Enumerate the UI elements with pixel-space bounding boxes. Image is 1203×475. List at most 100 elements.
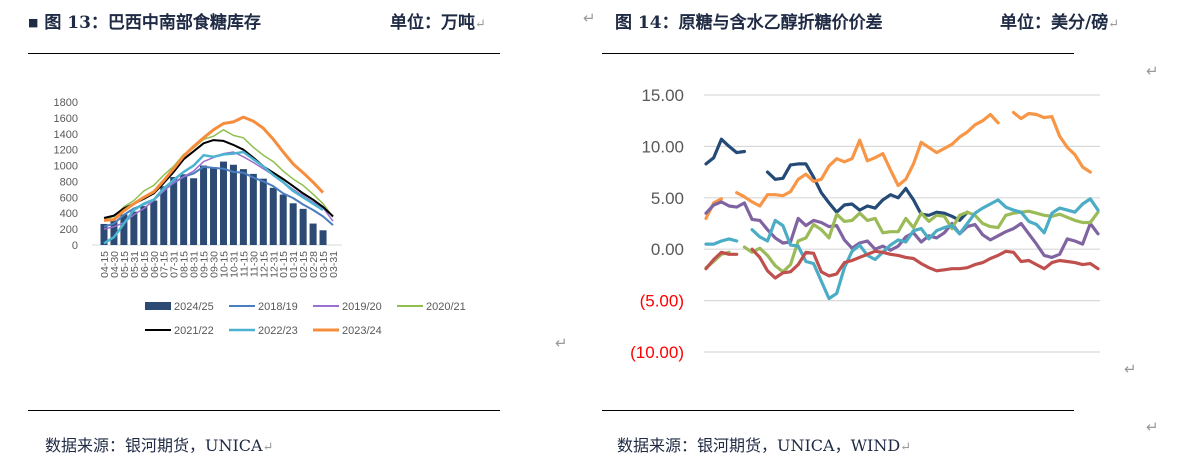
right-chart-svg: 15.00 10.00 5.00 0.00 (5.00) (10.00) [630,86,1100,362]
bar-06-30 [150,200,158,245]
left-unit-text: 单位：万吨 [390,13,475,33]
bar-11-15 [239,169,247,245]
legend-swatch [145,302,171,310]
bar-02-28 [309,223,317,245]
x-tick-label: 04-15 [99,251,111,278]
bar-03-15 [319,230,327,245]
return-mark-icon: ↵ [900,440,912,455]
series-teal-line [704,197,1100,301]
y-tick-label: 0 [72,240,78,252]
y-tick-label: 800 [60,176,78,188]
legend-label: 2023/24 [342,325,382,337]
bar-05-15 [120,214,128,245]
x-tick-label: 06-30 [149,251,161,278]
x-tick-label: 10-31 [228,251,240,278]
return-mark-icon: ↵ [1146,62,1159,80]
bar-01-15 [279,194,287,245]
x-tick-label: 03-15 [318,251,330,278]
y-tick-label: 15.00 [641,86,684,105]
y-tick-label: (10.00) [630,343,684,362]
bar-11-30 [249,173,257,245]
right-lines [704,110,1100,301]
x-tick-label: 07-31 [169,251,181,278]
x-tick-label: 03-31 [328,251,340,278]
x-tick-label: 08-15 [179,251,191,278]
bar-04-15 [100,223,108,245]
series-navy-line [704,137,969,222]
bullet-icon: ■ [28,16,39,29]
right-top-rule [602,53,1074,54]
left-top-rule [28,53,500,54]
bar-12-15 [259,178,267,245]
return-mark-icon: ↵ [262,440,274,455]
y-tick-label: 1200 [54,145,78,157]
bar-07-31 [170,177,178,245]
left-data-source: 数据来源：银河期货，UNICA↵ [45,432,274,456]
return-mark-icon: ↵ [583,9,596,27]
right-y-axis: 15.00 10.00 5.00 0.00 (5.00) (10.00) [630,86,684,362]
right-unit-text: 单位：美分/磅 [1000,13,1109,33]
legend-label: 2024/25 [174,301,214,313]
left-chart-unit: 单位：万吨↵ [390,8,486,33]
y-tick-label: 200 [60,224,78,236]
x-tick-label: 10-15 [218,251,230,278]
line-2023-24 [103,115,325,222]
bar-05-31 [130,211,138,245]
legend-label: 2018/19 [258,301,298,313]
bar-01-31 [289,203,297,245]
x-tick-label: 12-15 [258,251,270,278]
series-red-line [704,247,1100,280]
y-tick-label: 1000 [54,161,78,173]
right-source-text: 数据来源：银河期货，UNICA，WIND [617,436,901,455]
left-bottom-rule [28,410,500,411]
bar-06-15 [140,206,148,245]
return-mark-icon: ↵ [1146,418,1159,436]
x-tick-label: 11-15 [238,251,250,277]
legend-label: 2020/21 [426,301,466,313]
left-lines [103,115,334,245]
left-source-text: 数据来源：银河期货，UNICA [45,436,263,455]
return-mark-icon: ↵ [1124,360,1137,378]
bar-12-31 [269,187,277,245]
legend-label: 2021/22 [174,325,214,337]
x-tick-label: 05-15 [119,251,131,278]
x-tick-label: 11-30 [248,251,260,277]
legend-label: 2019/20 [342,301,382,313]
y-tick-label: 1600 [54,113,78,125]
y-tick-label: 600 [60,192,78,204]
bar-04-30 [110,220,118,245]
line-2020-21 [103,129,334,221]
x-tick-label: 01-31 [288,251,300,278]
x-tick-label: 02-15 [298,251,310,278]
bar-08-31 [190,178,198,245]
y-tick-label: 1800 [54,97,78,109]
bar-02-15 [299,208,307,245]
y-tick-label: 5.00 [651,189,684,208]
left-title-text: 图 13：巴西中南部食糖库存 [44,13,261,33]
line-2022-23 [103,150,324,245]
right-grid [704,94,1100,353]
bar-10-31 [229,164,237,245]
bar-08-15 [180,174,188,245]
x-tick-label: 12-31 [268,251,280,278]
y-tick-label: 1400 [54,129,78,141]
bar-07-15 [160,186,168,245]
right-chart-unit: 单位：美分/磅↵ [1000,8,1119,33]
x-tick-label: 04-30 [109,251,121,278]
left-bars [100,161,327,245]
left-y-axis: 0 200 400 600 800 1000 1200 1400 1600 1800 [54,97,342,252]
right-bottom-rule [602,410,1074,411]
left-chart-title: ■ 图 13：巴西中南部食糖库存 [28,8,261,33]
x-tick-label: 09-15 [199,251,211,278]
y-tick-label: 0.00 [651,240,684,259]
x-tick-label: 06-15 [139,251,151,278]
x-tick-label: 05-31 [129,251,141,278]
y-tick-label: (5.00) [640,292,684,311]
return-mark-icon: ↵ [475,17,486,32]
bar-10-15 [219,161,227,245]
x-tick-label: 02-28 [308,251,320,278]
left-legend: 2024/25 2018/19 2019/20 2020/21 2021/22 2022/… [145,301,466,337]
series-orange-line [704,110,1092,220]
return-mark-icon: ↵ [1108,17,1120,32]
